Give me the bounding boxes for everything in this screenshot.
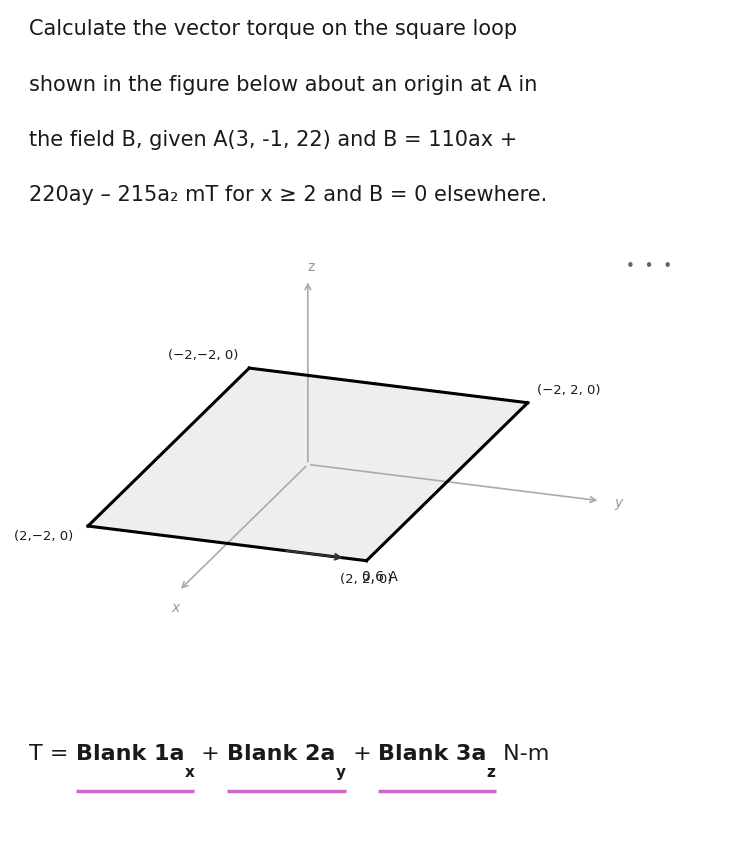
Text: (2,−2, 0): (2,−2, 0): [14, 530, 73, 543]
Text: +: +: [194, 744, 227, 765]
Text: Calculate the vector torque on the square loop: Calculate the vector torque on the squar…: [29, 19, 517, 40]
Text: Blank 3a: Blank 3a: [378, 744, 487, 765]
Text: z: z: [308, 260, 315, 273]
Text: (−2, 2, 0): (−2, 2, 0): [537, 384, 600, 397]
Text: T =: T =: [29, 744, 76, 765]
Text: y: y: [336, 765, 345, 780]
Text: x: x: [171, 601, 180, 616]
Text: (2, 2, 0): (2, 2, 0): [340, 573, 393, 586]
Text: z: z: [487, 765, 496, 780]
Text: y: y: [614, 496, 623, 510]
Polygon shape: [88, 368, 528, 561]
Text: +: +: [345, 744, 378, 765]
Text: Blank 2a: Blank 2a: [227, 744, 336, 765]
Text: the field B, given A(3, -1, 22) and B = 110ax +: the field B, given A(3, -1, 22) and B = …: [29, 130, 517, 150]
Text: Blank 1a: Blank 1a: [76, 744, 185, 765]
Text: x: x: [185, 765, 194, 780]
Text: •  •  •: • • •: [626, 260, 671, 274]
Text: N-m: N-m: [496, 744, 549, 765]
Text: 0.6 A: 0.6 A: [362, 570, 397, 584]
Text: 220ay – 215a₂ mT for x ≥ 2 and B = 0 elsewhere.: 220ay – 215a₂ mT for x ≥ 2 and B = 0 els…: [29, 186, 548, 206]
Text: (−2,−2, 0): (−2,−2, 0): [168, 349, 238, 362]
Text: shown in the figure below about an origin at A in: shown in the figure below about an origi…: [29, 75, 538, 95]
